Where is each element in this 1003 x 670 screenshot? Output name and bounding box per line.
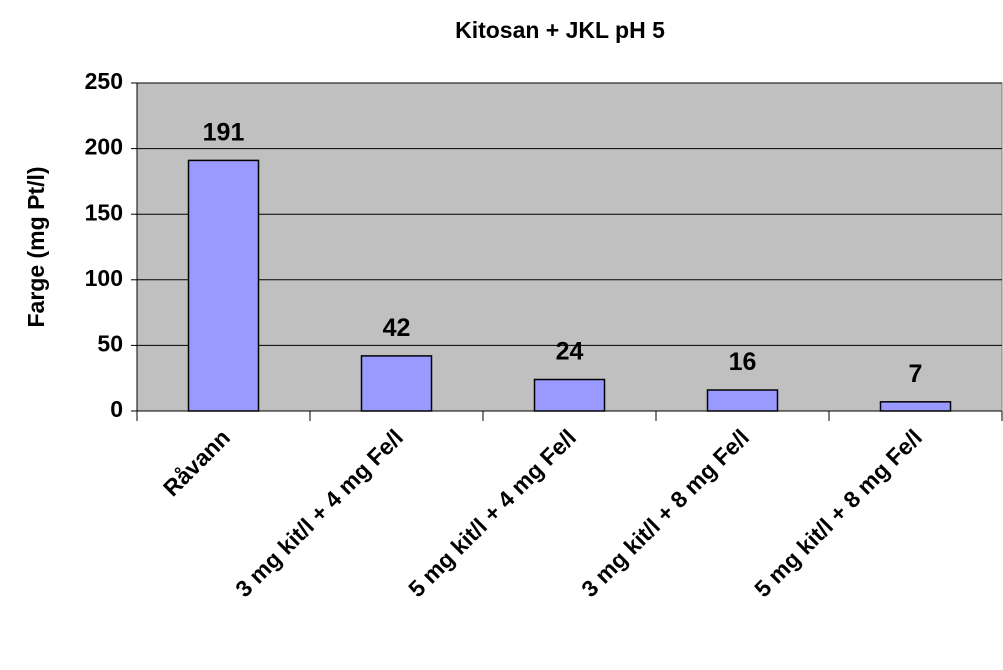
bar <box>706 389 779 412</box>
y-tick-label: 150 <box>85 199 123 225</box>
y-tick-label: 200 <box>85 134 123 160</box>
value-label: 7 <box>909 360 923 388</box>
bar <box>533 378 606 412</box>
plot-area <box>136 82 1003 412</box>
x-tick-label: 3 mg kit/l + 4 mg Fe/l <box>230 424 408 602</box>
y-tick-label: 250 <box>85 68 123 94</box>
x-tick-label: 3 mg kit/l + 8 mg Fe/l <box>576 424 754 602</box>
x-tick-label: 5 mg kit/l + 8 mg Fe/l <box>749 424 927 602</box>
value-label: 24 <box>556 338 584 366</box>
bar <box>187 159 260 412</box>
bar <box>360 355 433 412</box>
y-tick-label: 100 <box>85 265 123 291</box>
y-tick-label: 0 <box>110 396 123 422</box>
value-label: 42 <box>383 314 411 342</box>
x-tick-label: 5 mg kit/l + 4 mg Fe/l <box>403 424 581 602</box>
chart-title: Kitosan + JKL pH 5 <box>455 17 665 43</box>
bar <box>879 401 952 412</box>
y-axis-label: Farge (mg Pt/l) <box>23 166 49 327</box>
x-tick-label: Råvann <box>158 424 235 501</box>
value-label: 16 <box>729 348 757 376</box>
value-label: 191 <box>203 118 245 146</box>
y-tick-label: 50 <box>97 330 123 356</box>
